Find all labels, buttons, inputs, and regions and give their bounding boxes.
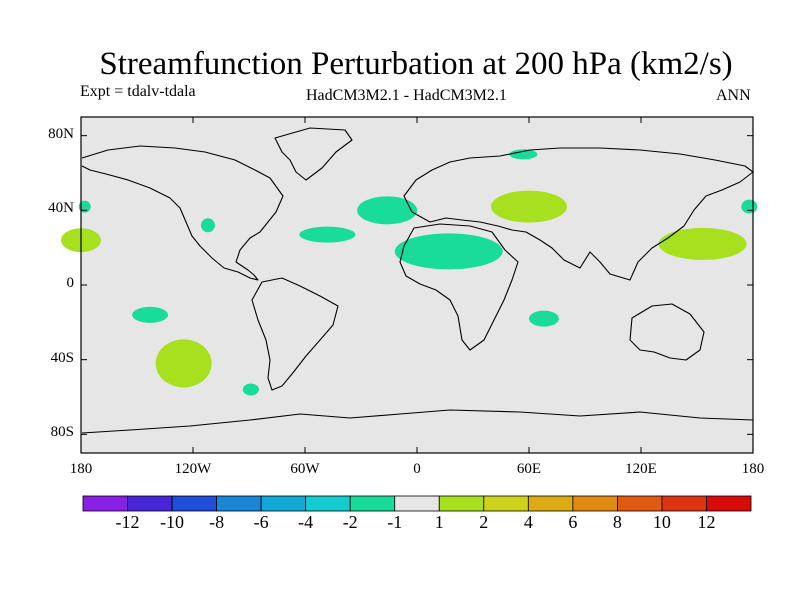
region-west-atlantic-negative	[200, 218, 215, 233]
colorbar-label: 10	[652, 512, 671, 532]
colorbar-swatch	[527, 495, 574, 512]
y-tick-label: 40N	[48, 200, 74, 217]
y-tick-label: 80N	[48, 125, 74, 142]
y-tick-label: 40S	[50, 349, 74, 366]
colorbar-label: 8	[612, 512, 622, 532]
colorbar-swatch	[260, 495, 307, 512]
colorbar-swatch	[572, 495, 618, 512]
colorbar-label: 2	[479, 512, 489, 532]
eurasia-coast	[403, 147, 754, 281]
colorbar-label: 1	[434, 512, 444, 532]
x-tick-label: 120W	[174, 461, 212, 477]
region-tropical-pacific-negative	[132, 306, 169, 323]
y-tick-label: 80S	[50, 424, 74, 441]
x-tick-label: 0	[413, 461, 421, 477]
figure-title: Streamfunction Perturbation at 200 hPa (…	[99, 46, 733, 82]
colorbar-label: 4	[523, 512, 533, 532]
colorbar-label: -8	[209, 512, 225, 532]
colorbar-label: -12	[115, 512, 140, 532]
africa-coast	[399, 223, 519, 351]
colorbar-swatch	[706, 495, 752, 512]
model-label: HadCM3M2.1 - HadCM3M2.1	[306, 87, 507, 104]
region-west-pacific-positive	[658, 227, 747, 260]
south-america-coast	[251, 277, 339, 391]
x-tick-label: 120E	[625, 461, 657, 477]
region-scandinavia-negative	[509, 149, 538, 160]
axis-ticks	[80, 117, 754, 453]
colorbar-swatch	[171, 495, 217, 512]
colorbar-label: -4	[298, 512, 314, 532]
colorbar-label: -10	[160, 512, 185, 532]
colorbar-swatch	[394, 495, 440, 512]
colorbar-label: -2	[342, 512, 358, 532]
region-pacific-edge-negative	[78, 200, 91, 213]
x-tick-label: 180	[741, 461, 765, 477]
x-tick-label: 60E	[516, 461, 542, 477]
australia-coast	[629, 303, 705, 361]
region-south-pacific-positive	[155, 339, 212, 388]
colorbar-swatch	[82, 495, 128, 512]
region-japan-negative	[741, 199, 758, 214]
antarctica-coast	[81, 409, 754, 434]
north-america-coast	[81, 145, 284, 281]
colorbar-label: -1	[387, 512, 403, 532]
colorbar-swatch	[349, 495, 396, 512]
y-tick-label: 0	[66, 275, 75, 291]
map-background	[81, 117, 753, 453]
region-north-atlantic-negative	[357, 196, 418, 225]
x-tick-label: 180	[69, 461, 93, 477]
experiment-label: Expt = tdalv-tdala	[80, 83, 196, 100]
region-indian-ocean-negative	[528, 310, 559, 327]
region-central-asia-positive	[491, 190, 567, 223]
colorbar	[82, 495, 752, 512]
colorbar-swatch	[305, 495, 351, 512]
anomaly-regions	[61, 149, 758, 396]
colorbar-label: -6	[253, 512, 269, 532]
coastlines	[81, 127, 754, 434]
colorbar-swatch	[661, 495, 707, 512]
colorbar-swatch	[483, 495, 529, 512]
colorbar-label: 12	[697, 512, 716, 532]
region-atlantic-band-negative	[299, 226, 356, 243]
colorbar-swatch	[127, 495, 173, 512]
season-label: ANN	[716, 87, 751, 104]
colorbar-swatch	[216, 495, 262, 512]
colorbar-label: 6	[568, 512, 578, 532]
region-north-africa-negative	[394, 233, 503, 270]
colorbar-swatch	[617, 495, 663, 512]
region-south-atlantic-negative	[242, 383, 259, 396]
greenland-coast	[274, 127, 353, 181]
colorbar-swatch	[438, 495, 485, 512]
x-tick-label: 60W	[290, 461, 320, 477]
